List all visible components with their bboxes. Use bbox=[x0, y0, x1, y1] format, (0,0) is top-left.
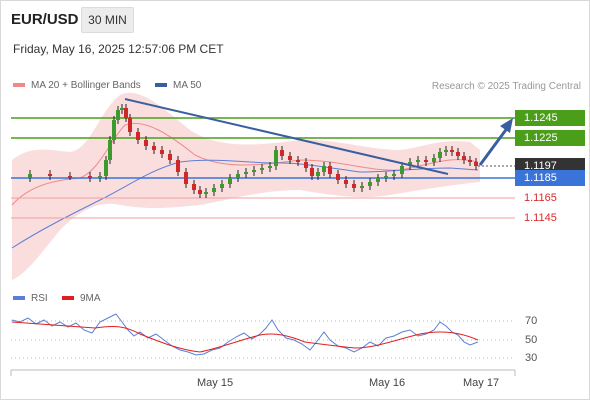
candle-body bbox=[352, 184, 356, 188]
candle-body bbox=[252, 170, 256, 172]
candle-body bbox=[112, 120, 116, 140]
research-credit: Research © 2025 Trading Central bbox=[431, 81, 581, 92]
rsi-line bbox=[11, 313, 479, 356]
candle-body bbox=[400, 166, 404, 174]
candle-body bbox=[296, 160, 300, 162]
candle-body bbox=[236, 174, 240, 178]
candle-body bbox=[408, 162, 412, 166]
candle-body bbox=[160, 150, 164, 154]
candle-body bbox=[124, 108, 128, 118]
candle-body bbox=[474, 162, 478, 166]
candle-body bbox=[274, 150, 278, 166]
candle-body bbox=[392, 174, 396, 176]
x-label-may16: May 16 bbox=[369, 377, 406, 389]
resistance-2-label: 1.1245 bbox=[515, 110, 585, 126]
candle-body bbox=[424, 160, 428, 162]
support-2-label: 1.1145 bbox=[524, 212, 557, 224]
candle-body bbox=[450, 150, 454, 152]
legend-9ma-label: 9MA bbox=[80, 293, 101, 304]
chart-datetime: Friday, May 16, 2025 12:57:06 PM CET bbox=[13, 42, 224, 56]
candle-body bbox=[288, 156, 292, 160]
candle-body bbox=[244, 172, 248, 174]
candle-body bbox=[432, 158, 436, 162]
legend-bollinger-label: MA 20 + Bollinger Bands bbox=[31, 80, 141, 91]
candle-body bbox=[268, 166, 272, 168]
legend-rsi-label: RSI bbox=[31, 293, 48, 304]
candle-body bbox=[168, 154, 172, 160]
projection-arrow bbox=[478, 126, 510, 166]
chart-header: EUR/USD 30 MIN bbox=[0, 0, 590, 36]
x-label-may15: May 15 bbox=[197, 377, 234, 389]
projection-arrowhead bbox=[500, 118, 513, 133]
candle-body bbox=[310, 168, 314, 176]
candle-body bbox=[384, 176, 388, 178]
rsi-9ma-line bbox=[11, 321, 479, 353]
resistance-1-label: 1.1225 bbox=[515, 130, 585, 146]
instrument-title: EUR/USD bbox=[11, 11, 79, 28]
candle-body bbox=[212, 188, 216, 192]
legend-9ma: 9MA bbox=[62, 293, 101, 304]
pivot-label: 1.1185 bbox=[515, 170, 585, 186]
9ma-swatch bbox=[62, 296, 74, 301]
trend-line bbox=[124, 98, 449, 175]
candle-body bbox=[176, 160, 180, 172]
bollinger-band bbox=[12, 92, 480, 280]
timeframe-button[interactable]: 30 MIN bbox=[81, 7, 134, 33]
rsi-tick-50: 50 bbox=[525, 334, 538, 346]
candlesticks bbox=[28, 104, 478, 198]
candle-body bbox=[462, 156, 466, 160]
ma50-line bbox=[11, 159, 479, 249]
candle-body bbox=[344, 180, 348, 184]
candle-body bbox=[108, 140, 112, 160]
rsi-tick-70: 70 bbox=[525, 315, 538, 327]
x-label-may17: May 17 bbox=[463, 377, 500, 389]
candle-body bbox=[184, 172, 188, 184]
candle-body bbox=[456, 152, 460, 156]
candle-body bbox=[28, 174, 32, 178]
candle-body bbox=[192, 184, 196, 190]
candle-body bbox=[48, 174, 52, 176]
candle-body bbox=[260, 168, 264, 170]
candle-body bbox=[328, 166, 332, 174]
candle-body bbox=[336, 174, 340, 180]
candle-body bbox=[228, 178, 232, 184]
candle-body bbox=[104, 160, 108, 176]
candle-body bbox=[438, 152, 442, 158]
candle-body bbox=[68, 176, 72, 178]
candle-body bbox=[120, 108, 124, 110]
candle-body bbox=[322, 166, 326, 172]
bollinger-swatch bbox=[13, 83, 25, 88]
candle-body bbox=[88, 176, 92, 178]
legend-bollinger: MA 20 + Bollinger Bands bbox=[13, 80, 141, 91]
candle-body bbox=[368, 182, 372, 186]
candle-body bbox=[98, 176, 102, 178]
rsi-swatch bbox=[13, 296, 25, 301]
candle-body bbox=[304, 162, 308, 168]
candle-body bbox=[416, 160, 420, 162]
candle-body bbox=[360, 186, 364, 188]
candle-body bbox=[220, 184, 224, 188]
ma50-swatch bbox=[155, 83, 167, 88]
support-1-label: 1.1165 bbox=[524, 192, 557, 204]
legend-rsi: RSI bbox=[13, 293, 48, 304]
rsi-tick-30: 30 bbox=[525, 352, 538, 364]
candle-body bbox=[144, 140, 148, 146]
legend-ma50: MA 50 bbox=[155, 80, 201, 91]
candle-body bbox=[280, 150, 284, 156]
candle-body bbox=[198, 190, 202, 194]
candle-body bbox=[136, 132, 140, 140]
candle-body bbox=[204, 192, 208, 194]
candle-body bbox=[376, 178, 380, 182]
candle-body bbox=[316, 172, 320, 176]
candle-body bbox=[116, 110, 120, 120]
candle-body bbox=[468, 160, 472, 162]
legend-ma50-label: MA 50 bbox=[173, 80, 202, 91]
candle-body bbox=[444, 150, 448, 152]
candle-body bbox=[128, 118, 132, 132]
candle-body bbox=[152, 146, 156, 150]
